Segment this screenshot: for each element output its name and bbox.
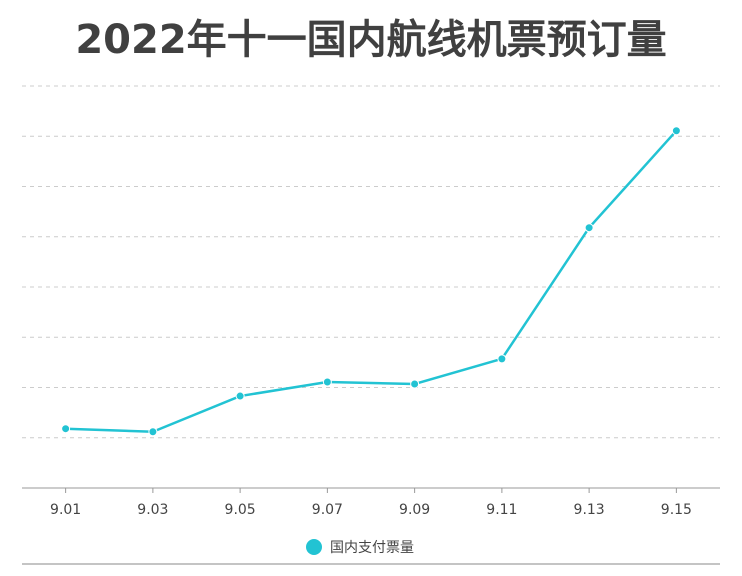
- x-tick-label: 9.15: [661, 502, 692, 518]
- point: [671, 126, 681, 136]
- x-tick-label: 9.09: [399, 502, 430, 518]
- point: [61, 424, 71, 434]
- x-tick-label: 9.01: [50, 502, 81, 518]
- point: [410, 379, 420, 389]
- point: [497, 354, 507, 364]
- legend-marker: [306, 539, 322, 555]
- x-tick-label: 9.05: [225, 502, 256, 518]
- x-tick-label: 9.13: [574, 502, 605, 518]
- legend-label: 国内支付票量: [330, 540, 414, 556]
- point: [235, 391, 245, 401]
- x-tick-label: 9.03: [137, 502, 168, 518]
- point: [148, 427, 158, 437]
- point: [322, 377, 332, 387]
- x-tick-label: 9.07: [312, 502, 343, 518]
- x-tick-label: 9.11: [486, 502, 517, 518]
- point: [584, 223, 594, 233]
- line: [65, 129, 678, 433]
- chart-title: 2022年十一国内航线机票预订量: [75, 17, 666, 63]
